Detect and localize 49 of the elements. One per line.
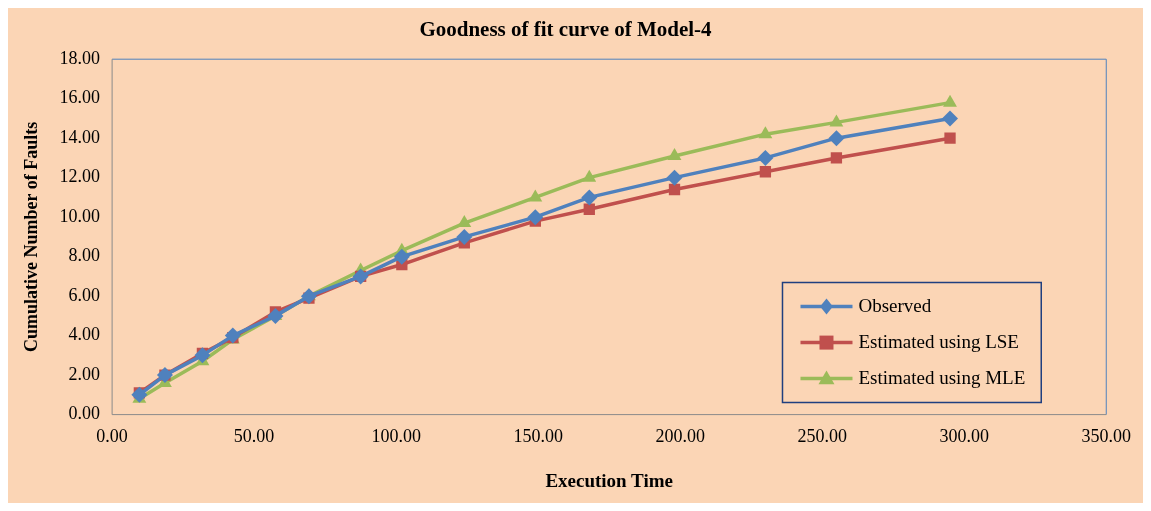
point: [457, 215, 472, 228]
y-tick-label: 18.00: [59, 47, 101, 68]
x-tick-label: 300.00: [939, 426, 989, 447]
point: [393, 248, 410, 265]
point: [267, 307, 284, 324]
y-tick-label: 6.00: [68, 284, 101, 305]
point: [943, 94, 957, 107]
chart-title: Goodness of fit curve of Model-4: [419, 17, 713, 42]
point: [300, 288, 317, 305]
point: [456, 228, 473, 245]
point: [668, 183, 681, 196]
point: [942, 110, 959, 127]
point: [582, 169, 597, 182]
point: [944, 132, 956, 144]
y-axis-title: Cumulative Number of Faults: [21, 121, 42, 352]
point: [667, 147, 682, 160]
point: [828, 130, 845, 147]
y-tick-label: 4.00: [68, 324, 101, 345]
x-tick-label: 200.00: [655, 426, 705, 447]
point: [666, 169, 683, 186]
point: [581, 189, 598, 206]
point: [758, 126, 773, 139]
point: [527, 209, 544, 226]
x-tick-label: 150.00: [513, 426, 563, 447]
y-tick-label: 12.00: [59, 166, 101, 187]
x-tick-label: 50.00: [233, 426, 275, 447]
point: [829, 114, 844, 127]
y-tick-label: 16.00: [59, 87, 101, 108]
legend-label: Estimated using LSE: [858, 330, 1019, 352]
y-tick-label: 10.00: [59, 205, 101, 226]
y-tick-label: 8.00: [68, 245, 101, 266]
point: [830, 152, 843, 164]
point: [757, 149, 774, 166]
y-tick-label: 14.00: [59, 126, 101, 147]
x-axis-title: Execution Time: [545, 469, 673, 491]
x-tick-label: 100.00: [371, 426, 421, 447]
y-tick-label: 2.00: [68, 363, 101, 384]
x-tick-label: 350.00: [1081, 426, 1131, 447]
x-tick-label: 0.00: [96, 426, 128, 447]
point: [131, 386, 148, 403]
point: [194, 347, 211, 364]
x-tick-label: 250.00: [797, 426, 847, 447]
legend-label: Observed: [858, 294, 932, 316]
point: [583, 203, 595, 215]
y-tick-label: 0.00: [68, 403, 101, 424]
point: [528, 189, 543, 202]
legend-label: Estimated using MLE: [858, 366, 1026, 388]
point: [224, 327, 241, 344]
point: [759, 166, 772, 178]
